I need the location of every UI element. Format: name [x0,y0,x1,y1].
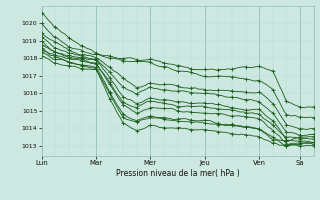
X-axis label: Pression niveau de la mer( hPa ): Pression niveau de la mer( hPa ) [116,169,239,178]
